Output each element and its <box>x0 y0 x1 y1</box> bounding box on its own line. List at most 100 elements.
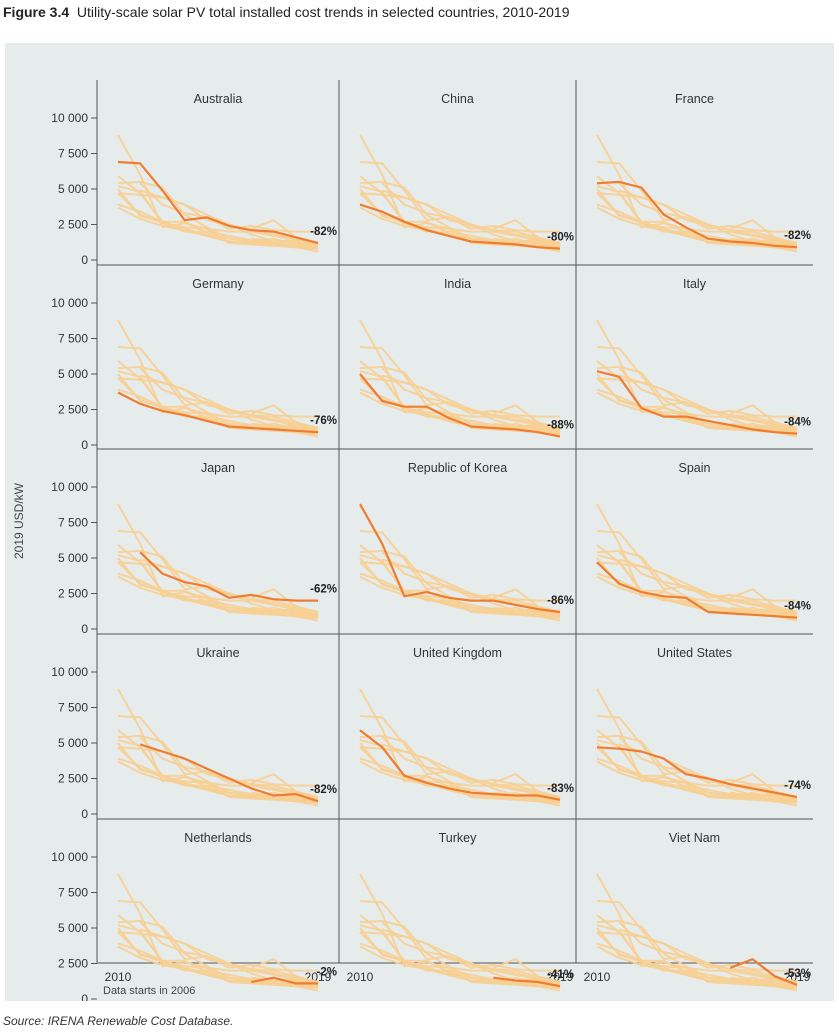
background-series-line <box>493 606 561 618</box>
background-series-line <box>596 319 798 429</box>
highlight-series-line <box>729 958 798 986</box>
change-label: -84% <box>784 601 811 613</box>
y-tick-label: 10 000 <box>51 665 88 679</box>
y-tick-label: 7 500 <box>58 886 88 900</box>
figure-label: Figure 3.4 <box>3 4 70 20</box>
highlight-series-line <box>359 729 561 801</box>
panel-note: Data starts in 2006 <box>103 985 195 997</box>
background-series-line <box>359 561 561 613</box>
highlight-series-line <box>596 370 798 435</box>
background-series-line <box>596 192 798 244</box>
change-label: -74% <box>784 780 811 792</box>
panel-title: France <box>675 92 714 106</box>
background-series-line <box>359 319 561 429</box>
panel-title: United States <box>657 646 732 660</box>
highlight-series-line <box>139 551 318 602</box>
panel-title: Viet Nam <box>669 831 720 845</box>
y-tick-label: 2 500 <box>58 587 88 601</box>
background-series-line <box>117 746 319 798</box>
y-tick-label: 0 <box>81 622 88 636</box>
highlight-series-line <box>251 976 318 985</box>
y-tick-label: 2 500 <box>58 957 88 971</box>
y-tick-label: 7 500 <box>58 332 88 346</box>
y-tick-label: 0 <box>81 992 88 1001</box>
y-tick-label: 5 000 <box>58 367 88 381</box>
background-series-line <box>250 219 319 247</box>
background-series-line <box>492 219 561 247</box>
highlight-series-line <box>596 180 798 249</box>
background-series-line <box>492 958 561 986</box>
y-tick-label: 7 500 <box>58 147 88 161</box>
highlight-series-line <box>596 561 798 619</box>
y-tick-label: 2 500 <box>58 218 88 232</box>
background-series-line <box>596 377 798 429</box>
background-series-line <box>730 606 798 618</box>
background-series-line <box>730 422 798 434</box>
change-label: -76% <box>310 415 337 427</box>
chart-panel: 2019 USD/kW 0 2 500 5 000 7 500 10 000 0 2 500 5… <box>5 43 834 1001</box>
background-series-line <box>251 606 319 618</box>
y-tick-label: 10 000 <box>51 480 88 494</box>
panel-title: Japan <box>201 461 235 475</box>
background-series-line <box>117 873 319 983</box>
background-series-line <box>492 773 561 801</box>
background-series-line <box>117 688 319 798</box>
panel-title: Netherlands <box>184 831 251 845</box>
background-series-line <box>729 588 798 616</box>
background-series-line <box>117 931 319 983</box>
figure-title: Figure 3.4 Utility-scale solar PV total … <box>3 4 570 20</box>
background-series-line <box>359 746 561 798</box>
highlight-series-line <box>596 746 798 799</box>
background-series-line <box>117 377 319 429</box>
background-series-line <box>359 192 561 244</box>
y-tick-label: 10 000 <box>51 850 88 864</box>
background-series-line <box>596 503 798 613</box>
y-tick-label: 5 000 <box>58 736 88 750</box>
source-note: Source: IRENA Renewable Cost Database. <box>3 1014 234 1028</box>
background-series-line <box>492 404 561 432</box>
background-series-line <box>117 134 319 244</box>
highlight-series-line <box>359 203 561 250</box>
background-series-line <box>250 588 319 616</box>
y-tick-label: 7 500 <box>58 516 88 530</box>
y-tick-label: 10 000 <box>51 296 88 310</box>
background-series-line <box>730 237 798 249</box>
background-series-line <box>251 237 319 249</box>
change-label: -86% <box>547 595 574 607</box>
x-tick-label: 2010 <box>584 970 611 984</box>
background-series-line <box>730 976 798 988</box>
background-series-line <box>359 134 561 244</box>
highlight-series-line <box>359 373 561 438</box>
background-series-line <box>359 873 561 983</box>
y-tick-label: 5 000 <box>58 921 88 935</box>
change-label: -2% <box>317 966 337 978</box>
panel-title: United Kingdom <box>413 646 502 660</box>
background-series-line <box>596 873 798 983</box>
change-label: -82% <box>310 226 337 238</box>
panel-title: Ukraine <box>196 646 239 660</box>
background-series-line <box>250 958 319 986</box>
background-series-line <box>730 791 798 803</box>
change-label: -82% <box>310 784 337 796</box>
y-axis-label: 2019 USD/kW <box>12 482 26 559</box>
y-tick-label: 5 000 <box>58 182 88 196</box>
chart-svg: 2019 USD/kW 0 2 500 5 000 7 500 10 000 0 2 500 5… <box>12 80 813 1001</box>
y-tick-label: 0 <box>81 253 88 267</box>
x-tick-label: 2010 <box>105 970 132 984</box>
change-label: -41% <box>547 969 574 981</box>
background-series-line <box>729 404 798 432</box>
y-tick-label: 10 000 <box>51 111 88 125</box>
highlight-series-line <box>117 160 319 245</box>
background-series-line <box>596 134 798 244</box>
background-series-line <box>359 688 561 798</box>
panel-title: Italy <box>683 277 707 291</box>
background-series-line <box>117 319 319 429</box>
change-label: -88% <box>547 419 574 431</box>
panel-title: Germany <box>192 277 244 291</box>
panel-title: China <box>441 92 474 106</box>
y-tick-label: 5 000 <box>58 551 88 565</box>
change-label: -84% <box>784 417 811 429</box>
change-label: -62% <box>310 584 337 596</box>
y-tick-label: 2 500 <box>58 403 88 417</box>
figure-title-text: Utility-scale solar PV total installed c… <box>76 4 570 20</box>
